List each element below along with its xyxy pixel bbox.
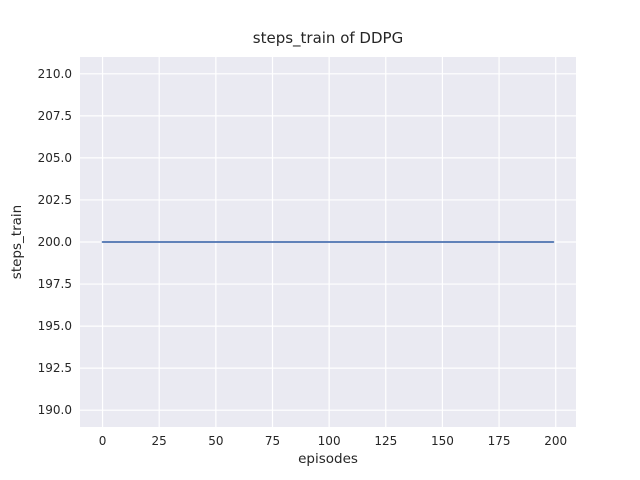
y-tick-label: 197.5 — [37, 277, 72, 292]
x-tick-label: 150 — [430, 434, 454, 448]
y-tick-label: 202.5 — [37, 192, 72, 207]
y-tick-label: 190.0 — [37, 403, 72, 418]
x-tick-label: 200 — [544, 434, 568, 448]
x-tick-label: 175 — [487, 434, 511, 448]
y-tick-label: 207.5 — [37, 108, 72, 123]
y-tick-label: 192.5 — [37, 361, 72, 376]
y-tick-label: 200.0 — [37, 235, 72, 249]
y-tick-label: 210.0 — [37, 66, 72, 81]
x-tick-label: 100 — [317, 434, 341, 448]
y-tick-label: 195.0 — [37, 319, 72, 334]
x-tick-label: 125 — [374, 434, 398, 448]
x-axis-label: episodes — [298, 451, 358, 467]
y-tick-label: 205.0 — [37, 150, 72, 165]
x-tick-label: 25 — [151, 434, 167, 448]
x-tick-label: 0 — [98, 434, 107, 448]
chart-title: steps_train of DDPG — [252, 29, 404, 47]
x-tick-label: 75 — [264, 434, 281, 448]
x-tick-label: 50 — [208, 434, 224, 448]
